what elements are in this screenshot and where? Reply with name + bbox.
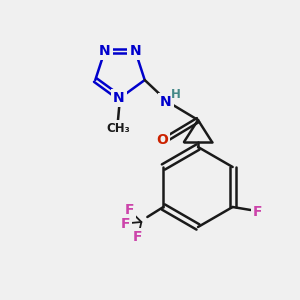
Text: O: O	[156, 133, 168, 147]
Text: F: F	[124, 203, 134, 217]
Text: N: N	[160, 95, 172, 109]
Text: F: F	[253, 205, 262, 219]
Text: H: H	[171, 88, 181, 100]
Text: F: F	[133, 230, 142, 244]
Text: N: N	[99, 44, 110, 58]
Text: N: N	[113, 91, 125, 105]
Text: N: N	[130, 44, 141, 58]
Text: CH₃: CH₃	[106, 122, 130, 134]
Text: F: F	[121, 217, 130, 231]
